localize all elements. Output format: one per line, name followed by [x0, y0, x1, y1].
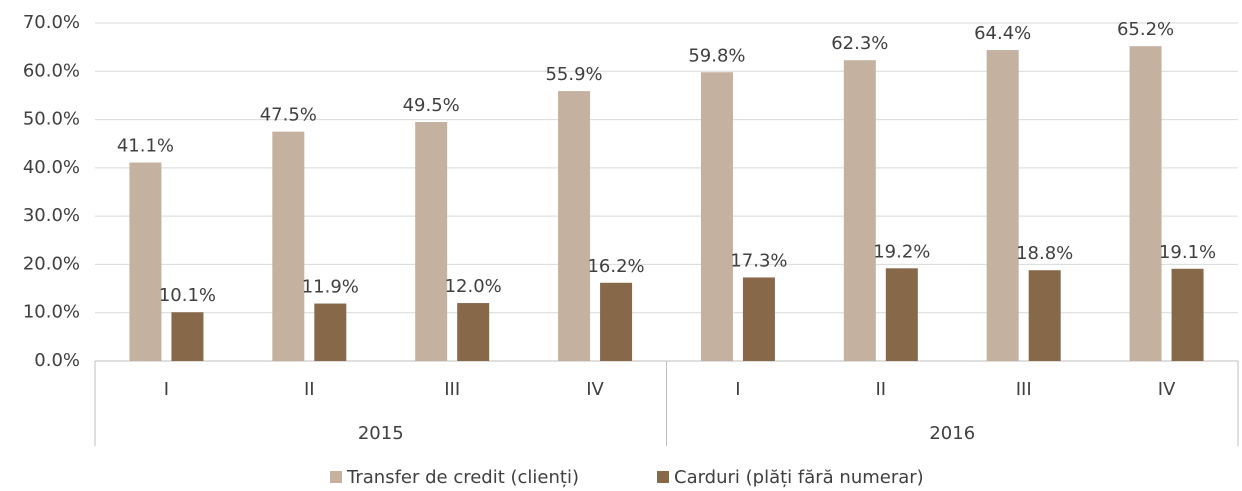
x-tick-label: I [735, 379, 740, 400]
bar [1028, 270, 1061, 361]
bar [415, 121, 448, 361]
y-tick-label: 60.0% [23, 60, 80, 81]
value-label: 47.5% [260, 105, 317, 126]
bar [558, 91, 591, 361]
x-tick-label: I [164, 379, 169, 400]
value-label: 41.1% [117, 136, 174, 157]
x-tick-label: III [1016, 379, 1032, 400]
legend-label: Carduri (plăți fără numerar) [674, 467, 924, 488]
bar [600, 282, 633, 361]
legend-swatch [330, 471, 342, 483]
bar [129, 162, 162, 361]
x-tick-label: IV [1158, 379, 1176, 400]
y-tick-label: 40.0% [23, 157, 80, 178]
value-label: 16.2% [587, 256, 644, 277]
value-label: 11.9% [302, 277, 359, 298]
value-label: 17.3% [730, 250, 787, 271]
value-label: 19.1% [1159, 242, 1216, 263]
value-label: 62.3% [831, 33, 888, 54]
value-label: 49.5% [403, 95, 460, 116]
bar [1171, 268, 1204, 361]
x-tick-label: IV [586, 379, 604, 400]
x-tick-label: III [444, 379, 460, 400]
y-tick-label: 0.0% [34, 350, 80, 371]
y-tick-label: 10.0% [23, 302, 80, 323]
group-label: 2015 [358, 423, 404, 444]
value-label: 10.1% [159, 285, 216, 306]
value-label: 19.2% [873, 241, 930, 262]
bar [171, 312, 204, 361]
y-tick-label: 70.0% [23, 12, 80, 33]
y-tick-label: 20.0% [23, 253, 80, 274]
bar [1129, 46, 1162, 361]
legend-label: Transfer de credit (clienți) [346, 467, 579, 488]
bar [272, 131, 305, 361]
bar [986, 50, 1019, 361]
y-tick-label: 30.0% [23, 205, 80, 226]
bar [314, 303, 347, 361]
bar [700, 72, 733, 361]
value-label: 55.9% [545, 64, 602, 85]
value-label: 18.8% [1016, 243, 1073, 264]
value-label: 12.0% [445, 276, 502, 297]
bar [742, 277, 775, 361]
value-label: 65.2% [1117, 19, 1174, 40]
bar [843, 60, 876, 362]
x-tick-label: II [876, 379, 887, 400]
y-tick-label: 50.0% [23, 109, 80, 130]
value-label: 59.8% [688, 45, 745, 66]
group-label: 2016 [929, 423, 975, 444]
value-label: 64.4% [974, 23, 1031, 44]
legend-swatch [657, 471, 669, 483]
x-tick-label: II [304, 379, 315, 400]
bar [885, 268, 918, 361]
bar [457, 303, 490, 361]
